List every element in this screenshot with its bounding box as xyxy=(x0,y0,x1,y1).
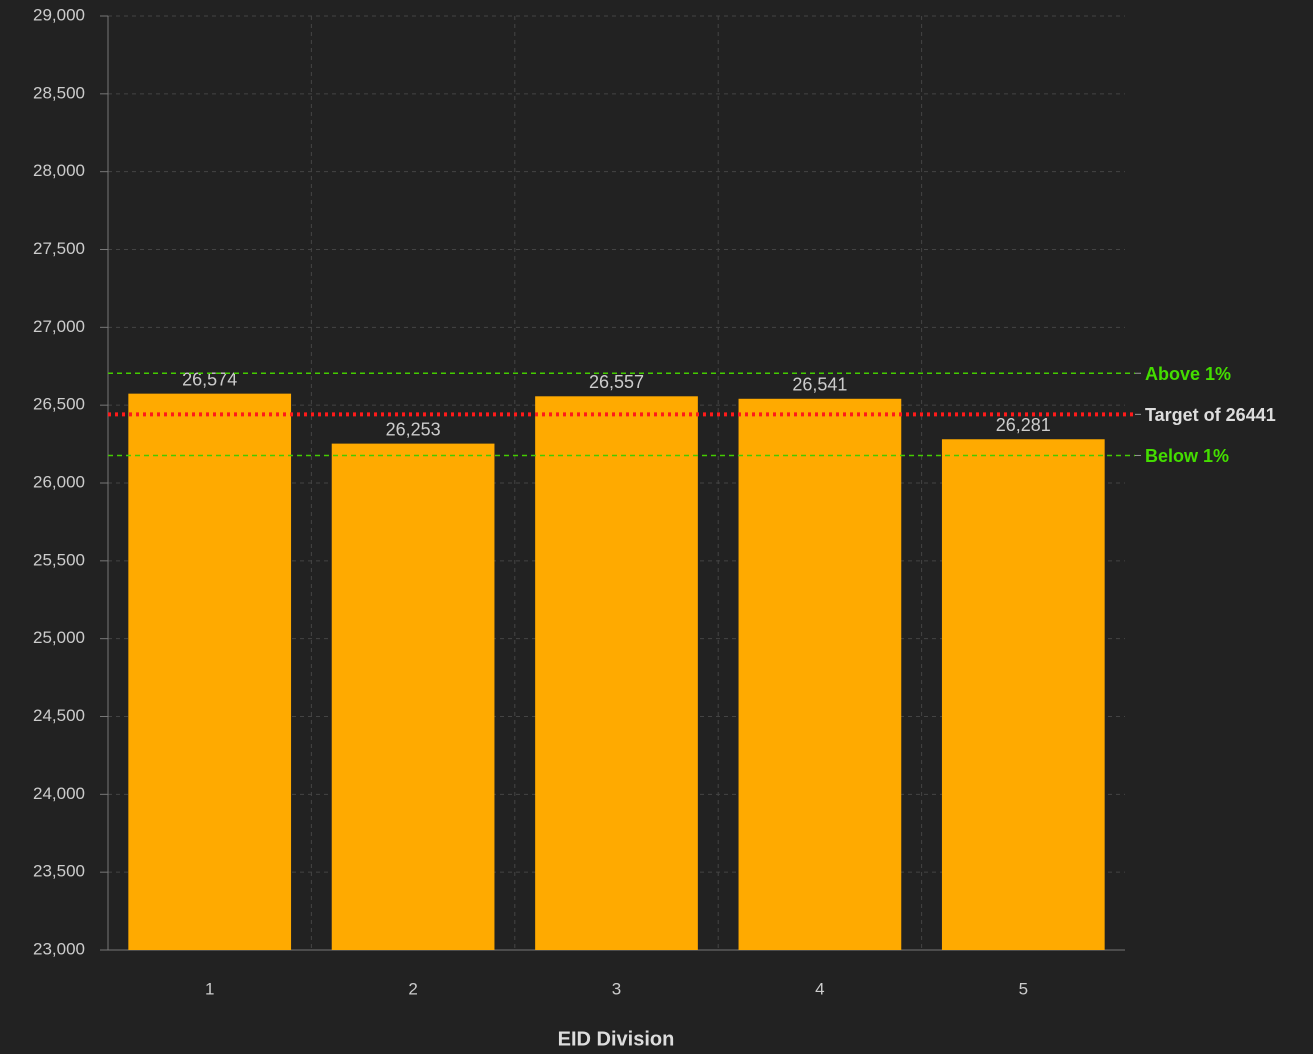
reference-label: Above 1% xyxy=(1145,364,1231,384)
y-tick-label: 26,500 xyxy=(33,395,85,414)
x-tick-label: 3 xyxy=(612,979,621,998)
reference-label: Target of 26441 xyxy=(1145,405,1276,425)
reference-label: Below 1% xyxy=(1145,446,1229,466)
bar xyxy=(535,396,698,950)
bar xyxy=(331,443,495,950)
y-tick-label: 28,500 xyxy=(33,83,85,102)
y-tick-label: 25,500 xyxy=(33,550,85,569)
x-axis-label: EID Division xyxy=(558,1028,675,1050)
bar xyxy=(738,398,902,951)
bar xyxy=(128,393,292,950)
value-label: 26,574 xyxy=(182,369,237,389)
y-tick-label: 24,500 xyxy=(33,706,85,725)
value-label: 26,541 xyxy=(792,375,847,395)
y-tick-label: 23,500 xyxy=(33,862,85,881)
value-label: 26,281 xyxy=(996,415,1051,435)
x-tick-label: 4 xyxy=(815,979,824,998)
y-tick-label: 26,000 xyxy=(33,472,85,491)
y-tick-label: 27,000 xyxy=(33,317,85,336)
x-tick-label: 2 xyxy=(408,979,417,998)
value-label: 26,253 xyxy=(386,419,441,439)
bar xyxy=(941,439,1105,950)
y-tick-label: 25,000 xyxy=(33,628,85,647)
value-label: 26,557 xyxy=(589,372,644,392)
y-tick-label: 29,000 xyxy=(33,5,85,24)
y-tick-label: 23,000 xyxy=(33,939,85,958)
y-tick-label: 24,000 xyxy=(33,784,85,803)
y-tick-label: 28,000 xyxy=(33,161,85,180)
y-tick-label: 27,500 xyxy=(33,239,85,258)
x-tick-label: 5 xyxy=(1019,979,1028,998)
x-tick-label: 1 xyxy=(205,979,214,998)
